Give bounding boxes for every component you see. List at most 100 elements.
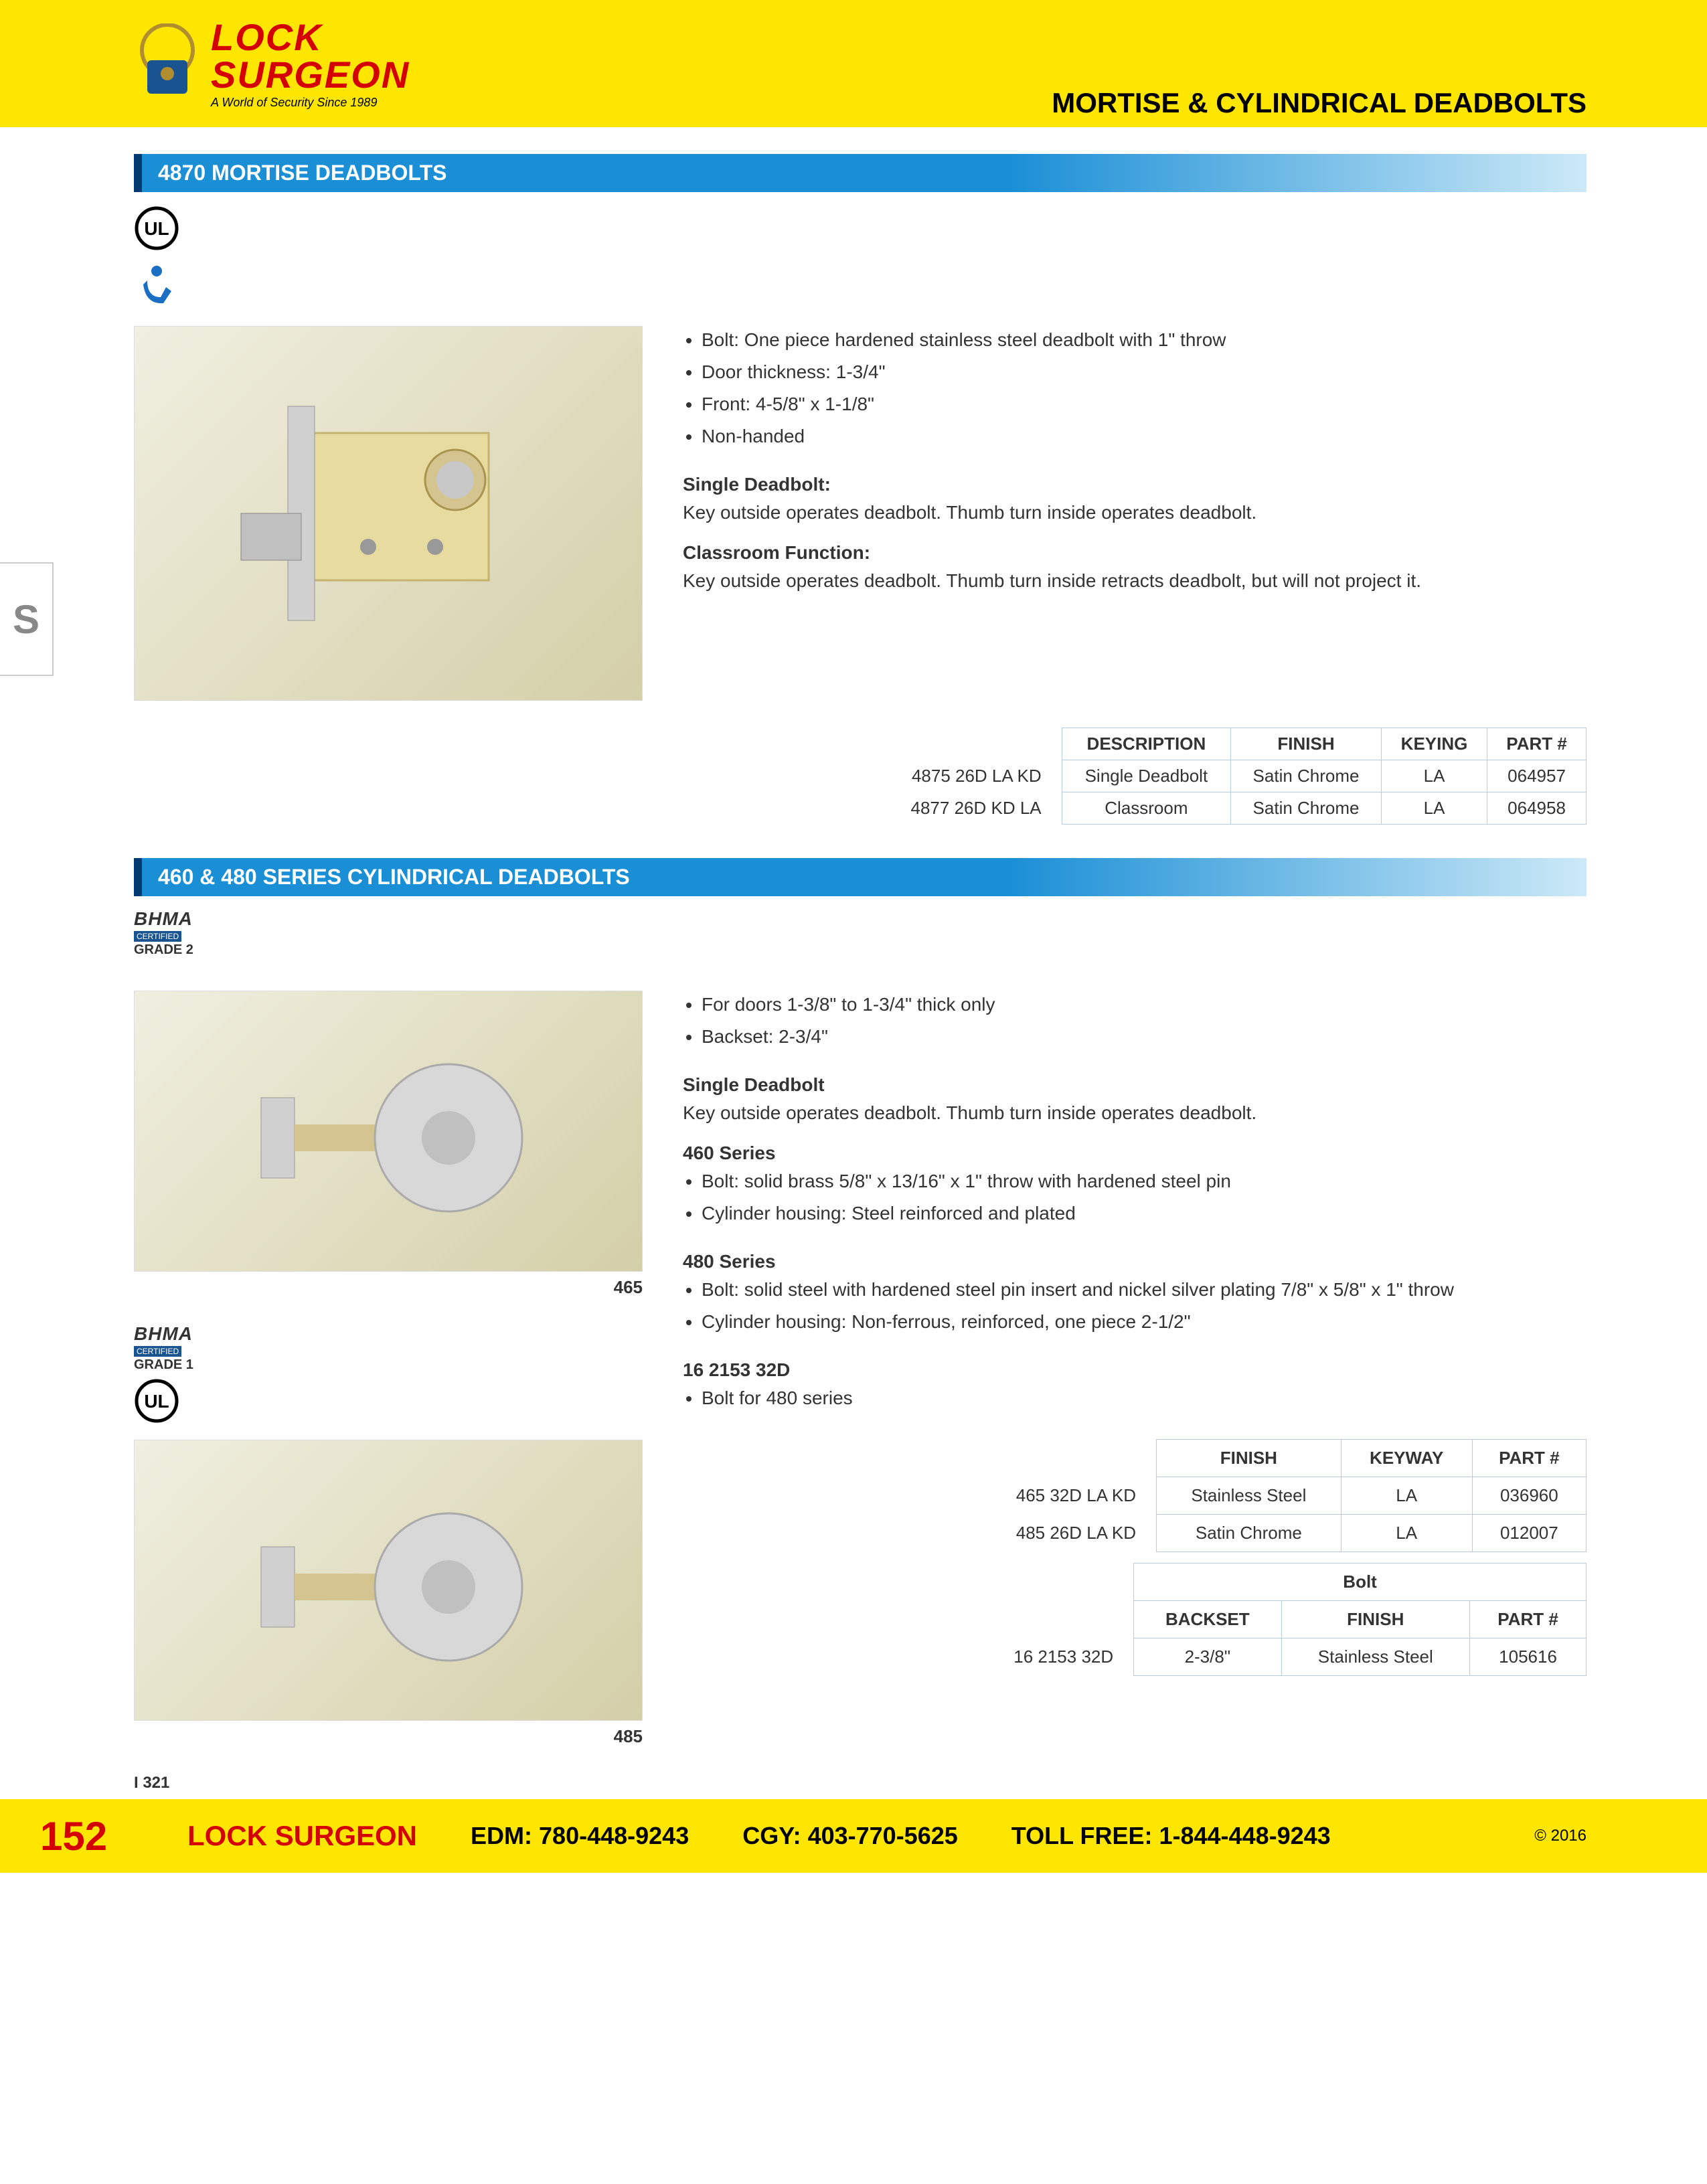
cell: 105616 xyxy=(1470,1639,1587,1676)
col-header: PART # xyxy=(1470,1601,1587,1639)
cell: Stainless Steel xyxy=(1156,1477,1341,1515)
bullet-item: Front: 4-5/8" x 1-1/8" xyxy=(702,390,1587,418)
section2-parts-table2: Bolt BACKSET FINISH PART # 16 2153 32D 2… xyxy=(957,1563,1587,1676)
side-tab: S xyxy=(0,562,54,676)
section2-bullets-top: For doors 1-3/8" to 1-3/4" thick only Ba… xyxy=(683,991,1587,1051)
cell: Satin Chrome xyxy=(1231,792,1382,825)
bullet-item: Cylinder housing: Steel reinforced and p… xyxy=(702,1199,1587,1228)
section1-sub1-text: Key outside operates deadbolt. Thumb tur… xyxy=(683,499,1587,527)
bullet-item: Bolt for 480 series xyxy=(702,1384,1587,1412)
cert-icons-1: UL xyxy=(134,205,1587,306)
row-label: 465 32D LA KD xyxy=(957,1477,1156,1515)
empty-header xyxy=(957,1601,1134,1639)
footer-edm: EDM: 780-448-9243 xyxy=(471,1822,689,1850)
row-label: 16 2153 32D xyxy=(957,1639,1134,1676)
deadbolt-485-image xyxy=(134,1440,643,1721)
bhma-grade: GRADE 1 xyxy=(134,1358,193,1371)
section1-sub1-head: Single Deadbolt: xyxy=(683,471,1587,499)
cell: 012007 xyxy=(1472,1515,1586,1552)
section1-details: Bolt: One piece hardened stainless steel… xyxy=(683,326,1587,701)
cell: LA xyxy=(1381,792,1487,825)
bhma-badge-grade2: BHMA CERTIFIED GRADE 2 xyxy=(134,910,193,956)
bhma-label: BHMA xyxy=(134,910,193,928)
col-header: KEYWAY xyxy=(1341,1440,1472,1477)
row-label: 4877 26D KD LA xyxy=(877,792,1062,825)
cell: Classroom xyxy=(1062,792,1230,825)
col-header: BACKSET xyxy=(1134,1601,1281,1639)
ul-icon: UL xyxy=(134,1378,179,1424)
logo-line2: SURGEON xyxy=(211,56,410,94)
section2-sub4-head: 16 2153 32D xyxy=(683,1356,1587,1384)
section2-sub1-head: Single Deadbolt xyxy=(683,1071,1587,1099)
col-header: DESCRIPTION xyxy=(1062,728,1230,760)
mortise-deadbolt-image xyxy=(134,326,643,701)
footer-cgy-number: 403-770-5625 xyxy=(808,1822,958,1849)
footer-band: 152 LOCK SURGEON EDM: 780-448-9243 CGY: … xyxy=(0,1799,1707,1873)
table-header-row: BACKSET FINISH PART # xyxy=(957,1601,1587,1639)
footer-toll-number: 1-844-448-9243 xyxy=(1159,1822,1330,1849)
footer-page-number: 152 xyxy=(40,1813,134,1859)
img-caption-485: 485 xyxy=(134,1726,643,1747)
footer-toll: TOLL FREE: 1-844-448-9243 xyxy=(1011,1822,1331,1850)
bhma-badge-grade1: BHMA CERTIFIED GRADE 1 UL xyxy=(134,1325,193,1426)
cell: LA xyxy=(1341,1477,1472,1515)
table-row: 465 32D LA KD Stainless Steel LA 036960 xyxy=(957,1477,1587,1515)
bhma-cert-label: CERTIFIED xyxy=(134,1346,181,1357)
col-header: FINISH xyxy=(1281,1601,1470,1639)
cell: 064958 xyxy=(1487,792,1587,825)
cell: Satin Chrome xyxy=(1231,760,1382,792)
bhma-grade: GRADE 2 xyxy=(134,943,193,956)
deadbolt-465-image xyxy=(134,991,643,1272)
footer-cgy: CGY: 403-770-5625 xyxy=(742,1822,958,1850)
table-row: 485 26D LA KD Satin Chrome LA 012007 xyxy=(957,1515,1587,1552)
table-row: 4877 26D KD LA Classroom Satin Chrome LA… xyxy=(877,792,1587,825)
row-label: 485 26D LA KD xyxy=(957,1515,1156,1552)
col-header: PART # xyxy=(1487,728,1587,760)
section2-sub1-text: Key outside operates deadbolt. Thumb tur… xyxy=(683,1099,1587,1127)
bottom-index: I 321 xyxy=(0,1774,1707,1792)
logo: LOCK SURGEON A World of Security Since 1… xyxy=(134,19,410,108)
bullet-item: Bolt: solid brass 5/8" x 13/16" x 1" thr… xyxy=(702,1167,1587,1195)
cell: 2-3/8" xyxy=(1134,1639,1281,1676)
cell: Single Deadbolt xyxy=(1062,760,1230,792)
ul-icon: UL xyxy=(134,205,179,251)
section1-bullets: Bolt: One piece hardened stainless steel… xyxy=(683,326,1587,450)
section2-product-row: 465 BHMA CERTIFIED GRADE 1 UL xyxy=(134,991,1587,1747)
col-header: FINISH xyxy=(1156,1440,1341,1477)
section1-sub2-head: Classroom Function: xyxy=(683,539,1587,567)
bhma-cert-label: CERTIFIED xyxy=(134,931,181,942)
table-header-row: FINISH KEYWAY PART # xyxy=(957,1440,1587,1477)
bullet-item: Non-handed xyxy=(702,422,1587,450)
table-row: 4875 26D LA KD Single Deadbolt Satin Chr… xyxy=(877,760,1587,792)
page-category: MORTISE & CYLINDRICAL DEADBOLTS xyxy=(1052,87,1587,127)
accessibility-icon xyxy=(134,260,179,306)
cell: Satin Chrome xyxy=(1156,1515,1341,1552)
table-header-row: DESCRIPTION FINISH KEYING PART # xyxy=(877,728,1587,760)
empty-header xyxy=(877,728,1062,760)
footer-edm-label: EDM: xyxy=(471,1822,532,1849)
bullet-item: Backset: 2-3/4" xyxy=(702,1023,1587,1051)
footer-edm-number: 780-448-9243 xyxy=(539,1822,689,1849)
footer-copyright: © 2016 xyxy=(1534,1827,1587,1845)
section2-sub4-bullets: Bolt for 480 series xyxy=(683,1384,1587,1412)
section2-sub3-head: 480 Series xyxy=(683,1248,1587,1276)
section2-image-col: 465 BHMA CERTIFIED GRADE 1 UL xyxy=(134,991,643,1747)
footer-cgy-label: CGY: xyxy=(742,1822,801,1849)
logo-line1: LOCK xyxy=(211,19,410,56)
section2-parts-table1: FINISH KEYWAY PART # 465 32D LA KD Stain… xyxy=(957,1439,1587,1552)
bullet-item: Bolt: One piece hardened stainless steel… xyxy=(702,326,1587,354)
logo-text: LOCK SURGEON A World of Security Since 1… xyxy=(211,19,410,108)
bullet-item: For doors 1-3/8" to 1-3/4" thick only xyxy=(702,991,1587,1019)
empty-header xyxy=(957,1564,1134,1601)
header-band: LOCK SURGEON A World of Security Since 1… xyxy=(0,0,1707,127)
section1-product-row: Bolt: One piece hardened stainless steel… xyxy=(134,326,1587,701)
col-header: FINISH xyxy=(1231,728,1382,760)
section2-sub2-bullets: Bolt: solid brass 5/8" x 13/16" x 1" thr… xyxy=(683,1167,1587,1228)
table-row: 16 2153 32D 2-3/8" Stainless Steel 10561… xyxy=(957,1639,1587,1676)
row-label: 4875 26D LA KD xyxy=(877,760,1062,792)
section2-sub3-bullets: Bolt: solid steel with hardened steel pi… xyxy=(683,1276,1587,1336)
col-header: PART # xyxy=(1472,1440,1586,1477)
cell: 064957 xyxy=(1487,760,1587,792)
svg-text:UL: UL xyxy=(144,218,169,239)
logo-key-icon xyxy=(134,23,201,104)
